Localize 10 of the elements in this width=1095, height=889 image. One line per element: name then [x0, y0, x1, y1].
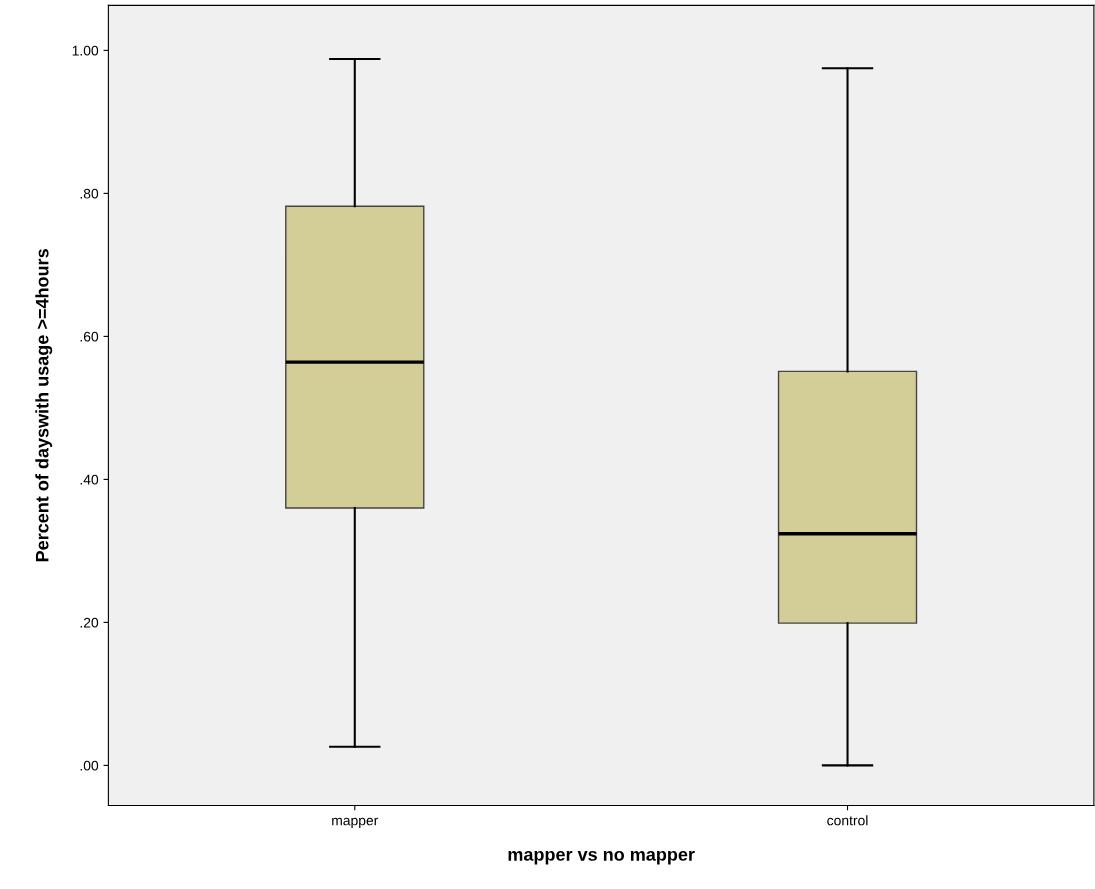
y-tick-label: .20: [80, 617, 99, 628]
y-tick-label: .80: [80, 188, 99, 199]
y-tick-label: .00: [80, 760, 99, 771]
y-tick-label: 1.00: [72, 45, 99, 56]
x-axis-title: mapper vs no mapper: [508, 850, 695, 865]
y-tick-label: .60: [80, 331, 99, 342]
y-tick-label: .40: [80, 474, 99, 485]
x-tick-label: control: [827, 815, 868, 826]
y-axis-title: Percent of dayswith usage >=4hours: [35, 249, 53, 562]
x-tick-label: mapper: [332, 817, 379, 829]
